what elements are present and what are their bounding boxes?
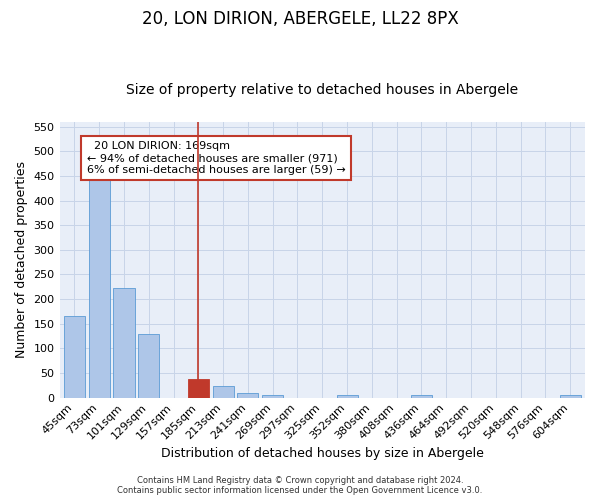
Text: 20, LON DIRION, ABERGELE, LL22 8PX: 20, LON DIRION, ABERGELE, LL22 8PX [142, 10, 458, 28]
Y-axis label: Number of detached properties: Number of detached properties [15, 161, 28, 358]
Title: Size of property relative to detached houses in Abergele: Size of property relative to detached ho… [126, 83, 518, 97]
X-axis label: Distribution of detached houses by size in Abergele: Distribution of detached houses by size … [161, 447, 484, 460]
Bar [212, 386, 233, 398]
Bar [89, 178, 110, 398]
Bar [113, 288, 134, 398]
Bar [560, 395, 581, 398]
Bar [337, 395, 358, 398]
Bar [138, 334, 160, 398]
Bar [64, 316, 85, 398]
Bar [262, 394, 283, 398]
Bar [411, 395, 432, 398]
Bar [238, 392, 259, 398]
Text: Contains HM Land Registry data © Crown copyright and database right 2024.
Contai: Contains HM Land Registry data © Crown c… [118, 476, 482, 495]
Bar [188, 380, 209, 398]
Text: 20 LON DIRION: 169sqm
← 94% of detached houses are smaller (971)
6% of semi-deta: 20 LON DIRION: 169sqm ← 94% of detached … [87, 142, 346, 174]
